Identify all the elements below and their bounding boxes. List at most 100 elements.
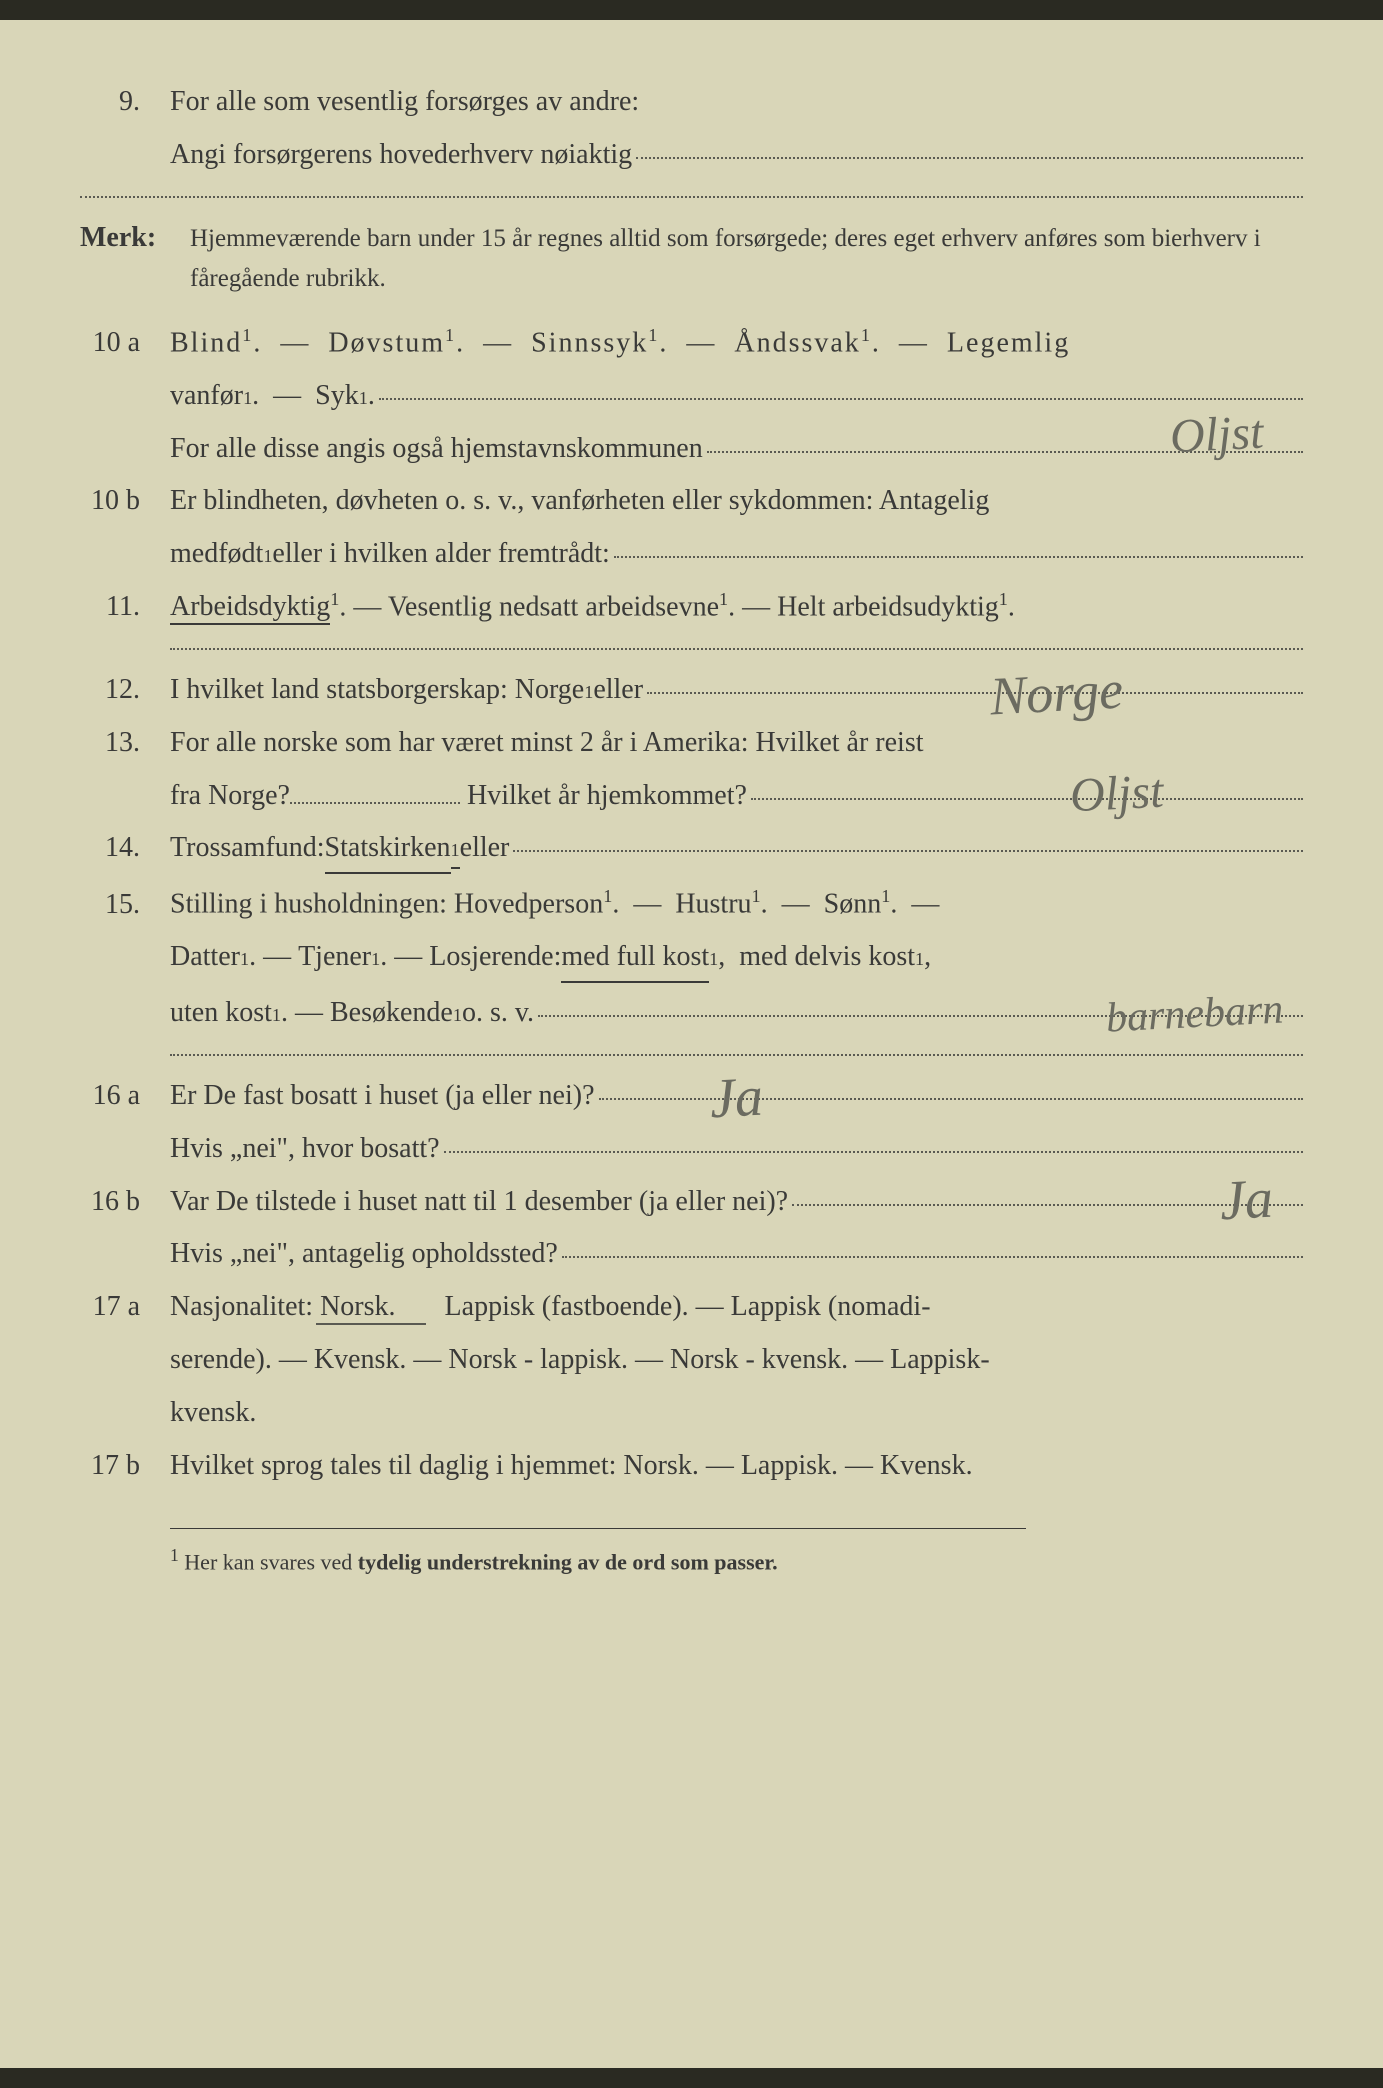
- q14-text: Trossamfund:: [170, 826, 325, 871]
- q13-fra-norge: fra Norge?: [170, 774, 290, 819]
- opt-uten-kost[interactable]: uten kost: [170, 991, 272, 1036]
- q16a-line2: Hvis „nei", hvor bosatt?: [170, 1127, 440, 1172]
- opt-sonn[interactable]: Sønn: [824, 889, 882, 920]
- q12-fill[interactable]: [647, 692, 1303, 694]
- opt-nedsatt[interactable]: Vesentlig nedsatt arbeidsevne: [388, 591, 719, 622]
- merk-label: Merk:: [80, 216, 190, 261]
- opt-besokende[interactable]: Besøkende: [330, 991, 453, 1036]
- q17a-line2: serende). — Kvensk. — Norsk - lappisk. —…: [170, 1338, 1303, 1383]
- q10b-line2b: eller i hvilken alder fremtrådt:: [272, 532, 609, 577]
- q10b-line2: medfødt1 eller i hvilken alder fremtrådt…: [170, 532, 1303, 577]
- question-11: 11. Arbeidsdyktig1. — Vesentlig nedsatt …: [80, 585, 1303, 630]
- divider-11: [170, 648, 1303, 650]
- q12-number: 12.: [80, 668, 170, 713]
- question-16a: 16 a Er De fast bosatt i huset (ja eller…: [80, 1074, 1303, 1119]
- q11-content: Arbeidsdyktig1. — Vesentlig nedsatt arbe…: [170, 585, 1303, 630]
- divider-15: [170, 1054, 1303, 1056]
- q9-line1: For alle som vesentlig forsørges av andr…: [170, 80, 1303, 125]
- q10b-line1: Er blindheten, døvheten o. s. v., vanfør…: [170, 479, 1303, 524]
- q16b-line2: Hvis „nei", antagelig opholdssted?: [170, 1232, 558, 1277]
- opt-med-delvis-kost[interactable]: med delvis kost: [739, 935, 915, 980]
- q17a-number: 17 a: [80, 1285, 170, 1330]
- q10a-line2: vanfør1. — Syk1.: [170, 374, 1303, 419]
- q10a-number: 10 a: [80, 321, 170, 366]
- q10b-number: 10 b: [80, 479, 170, 524]
- q15-line3: uten kost1. — Besøkende1 o. s. v. barneb…: [170, 991, 1303, 1036]
- opt-med-full-kost[interactable]: med full kost: [561, 935, 709, 983]
- opt-hustru[interactable]: Hustru: [675, 889, 751, 920]
- q12-content: I hvilket land statsborgerskap: Norge1 e…: [170, 668, 1303, 713]
- q15-number: 15.: [80, 883, 170, 928]
- q13-fill2[interactable]: [751, 798, 1303, 800]
- q16b-fill2[interactable]: [562, 1256, 1303, 1258]
- q9-line2-row: Angi forsørgerens hovederhverv nøiaktig: [170, 133, 1303, 178]
- q10a-fill1[interactable]: [379, 398, 1303, 400]
- q16b-fill1[interactable]: [792, 1204, 1303, 1206]
- q11-number: 11.: [80, 585, 170, 630]
- q17b-text: Hvilket sprog tales til daglig i hjemmet…: [170, 1444, 1303, 1489]
- divider: [80, 196, 1303, 198]
- q13-line1: For alle norske som har været minst 2 år…: [170, 721, 1303, 766]
- q13-hjemkommet: Hvilket år hjemkommet?: [467, 774, 747, 819]
- opt-medfodt[interactable]: medfødt: [170, 532, 263, 577]
- q10a-line3: For alle disse angis også hjemstavnskomm…: [170, 427, 703, 472]
- q16a-line2-row: Hvis „nei", hvor bosatt?: [170, 1127, 1303, 1172]
- question-14: 14. Trossamfund: Statskirken1 eller: [80, 826, 1303, 874]
- question-10b: 10 b Er blindheten, døvheten o. s. v., v…: [80, 479, 1303, 524]
- q16a-fill1[interactable]: [599, 1098, 1304, 1100]
- question-15: 15. Stilling i husholdningen: Hovedperso…: [80, 882, 1303, 927]
- q13-fill1[interactable]: [290, 802, 460, 804]
- opt-tjener[interactable]: Tjener: [298, 935, 371, 980]
- question-17a: 17 a Nasjonalitet: Norsk. Lappisk (fastb…: [80, 1285, 1303, 1330]
- opt-statskirken[interactable]: Statskirken: [325, 826, 451, 874]
- q15-fill[interactable]: [538, 1015, 1303, 1017]
- opt-norsk[interactable]: Norsk.: [320, 1291, 395, 1322]
- q13-number: 13.: [80, 721, 170, 766]
- q14-or: eller: [460, 826, 510, 871]
- footnote-text: Her kan svares ved: [184, 1550, 358, 1575]
- footnote-bold: tydelig understrekning av de ord som pas…: [358, 1550, 778, 1575]
- question-16b: 16 b Var De tilstede i huset natt til 1 …: [80, 1180, 1303, 1225]
- opt-andssvak[interactable]: Åndssvak: [734, 327, 860, 358]
- opt-blind[interactable]: Blind: [170, 327, 242, 358]
- opt-syk[interactable]: Syk: [315, 374, 359, 419]
- q15-line1: Stilling i husholdningen: Hovedperson1. …: [170, 882, 1303, 927]
- opt-arbeidsdyktig[interactable]: Arbeidsdyktig: [170, 591, 330, 625]
- q10a-line1: Blind1. — Døvstum1. — Sinnssyk1. — Åndss…: [170, 321, 1303, 366]
- q17a-line1: Nasjonalitet: Norsk. Lappisk (fastboende…: [170, 1285, 1303, 1330]
- q15-losjerende: Losjerende:: [429, 935, 561, 980]
- q15-line2: Datter1. — Tjener1. — Losjerende: med fu…: [170, 935, 1303, 983]
- q10a-fill2[interactable]: [707, 451, 1303, 453]
- q14-content: Trossamfund: Statskirken1 eller: [170, 826, 1303, 874]
- census-form-page: 9. For alle som vesentlig forsørges av a…: [0, 20, 1383, 2068]
- opt-sinnssyk[interactable]: Sinnssyk: [531, 327, 648, 358]
- q16b-line1-row: Var De tilstede i huset natt til 1 desem…: [170, 1180, 1303, 1225]
- q17a-line3: kvensk.: [170, 1391, 1303, 1436]
- q16b-line2-row: Hvis „nei", antagelig opholdssted?: [170, 1232, 1303, 1277]
- q16b-number: 16 b: [80, 1180, 170, 1225]
- q16a-number: 16 a: [80, 1074, 170, 1119]
- q16a-line1: Er De fast bosatt i huset (ja eller nei)…: [170, 1074, 595, 1119]
- merk-row: Merk: Hjemmeværende barn under 15 år reg…: [80, 216, 1303, 299]
- opt-udyktig[interactable]: Helt arbeidsudyktig: [777, 591, 999, 622]
- question-13: 13. For alle norske som har været minst …: [80, 721, 1303, 766]
- q16b-line1: Var De tilstede i huset natt til 1 desem…: [170, 1180, 788, 1225]
- merk-text: Hjemmeværende barn under 15 år regnes al…: [190, 219, 1303, 299]
- q9-fill[interactable]: [636, 157, 1303, 159]
- footnote: 1 Her kan svares ved tydelig understrekn…: [170, 1528, 1026, 1580]
- q15-osv: o. s. v.: [462, 991, 534, 1036]
- q17b-number: 17 b: [80, 1444, 170, 1489]
- q10a-line3-row: For alle disse angis også hjemstavnskomm…: [170, 427, 1303, 472]
- q13-line2: fra Norge? Hvilket år hjemkommet? Oljst: [170, 774, 1303, 819]
- opt-dovstum[interactable]: Døvstum: [328, 327, 445, 358]
- opt-vanfor[interactable]: vanfør: [170, 374, 243, 419]
- q9-number: 9.: [80, 80, 170, 125]
- opt-hovedperson[interactable]: Stilling i husholdningen: Hovedperson: [170, 889, 603, 920]
- q16a-line1-row: Er De fast bosatt i huset (ja eller nei)…: [170, 1074, 1303, 1119]
- q14-fill[interactable]: [513, 850, 1303, 852]
- opt-datter[interactable]: Datter: [170, 935, 240, 980]
- q10b-fill[interactable]: [614, 556, 1303, 558]
- opt-legemlig: Legemlig: [947, 327, 1070, 358]
- question-12: 12. I hvilket land statsborgerskap: Norg…: [80, 668, 1303, 713]
- q16a-fill2[interactable]: [444, 1151, 1303, 1153]
